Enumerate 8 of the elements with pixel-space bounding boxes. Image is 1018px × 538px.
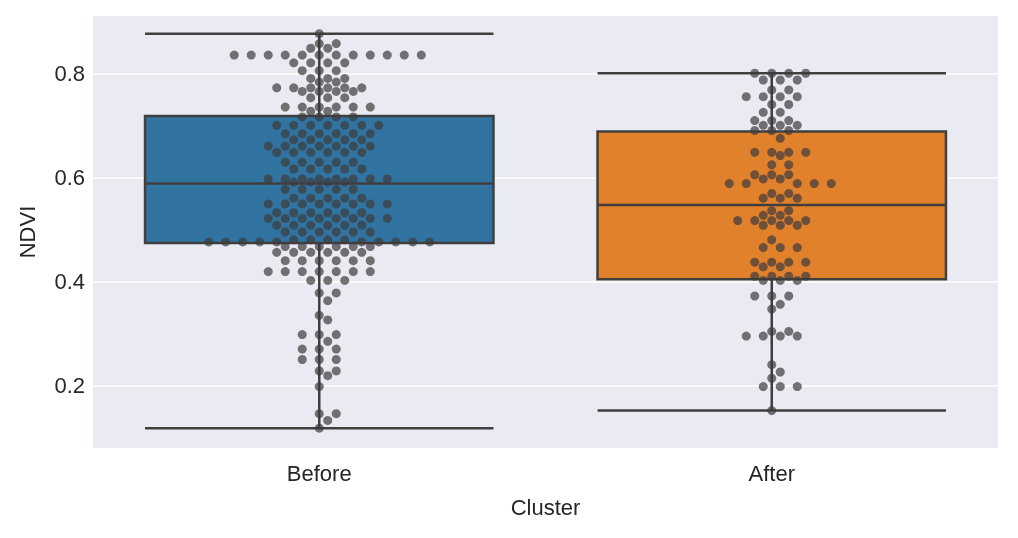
x-tick-label: Before: [286, 460, 352, 486]
x-axis-title: Cluster: [510, 494, 581, 520]
x-tick-label: After: [748, 460, 795, 486]
y-tick-label: 0.8: [54, 60, 85, 86]
y-tick-label: 0.2: [54, 373, 85, 399]
y-tick-label: 0.6: [54, 164, 85, 190]
y-tick-label: 0.4: [54, 268, 85, 294]
y-axis-title: NDVI: [14, 205, 40, 259]
